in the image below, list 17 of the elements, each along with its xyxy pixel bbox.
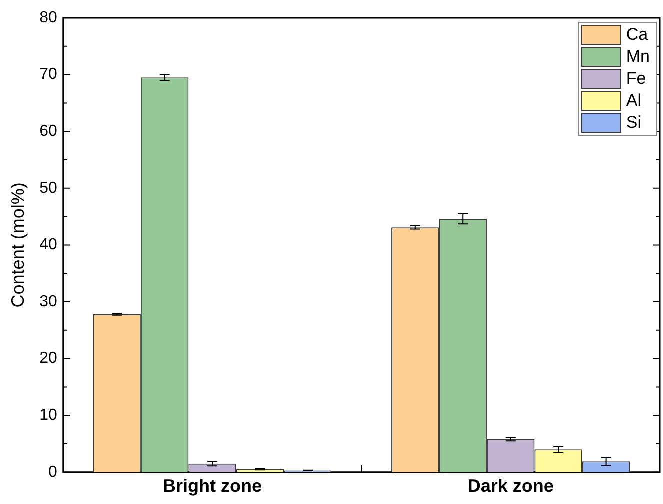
legend-label: Fe	[626, 69, 646, 88]
x-tick-label: Bright zone	[163, 476, 262, 496]
y-tick-label: 80	[40, 9, 58, 26]
y-tick-label: 20	[40, 350, 58, 368]
y-tick-label: 10	[40, 407, 58, 424]
y-tick-label: 50	[40, 180, 58, 197]
x-tick-label: Dark zone	[468, 476, 554, 496]
y-tick-label: 30	[40, 293, 58, 310]
y-axis-title: Content (mol%)	[8, 182, 28, 308]
y-tick-label: 60	[40, 123, 58, 140]
legend-label: Ca	[626, 25, 649, 44]
legend-label: Al	[626, 91, 642, 110]
y-tick-label: 70	[40, 66, 58, 84]
y-tick-label: 0	[48, 464, 58, 481]
legend-label: Si	[626, 113, 642, 132]
y-tick-label: 40	[40, 236, 58, 254]
legend-label: Mn	[626, 47, 650, 66]
